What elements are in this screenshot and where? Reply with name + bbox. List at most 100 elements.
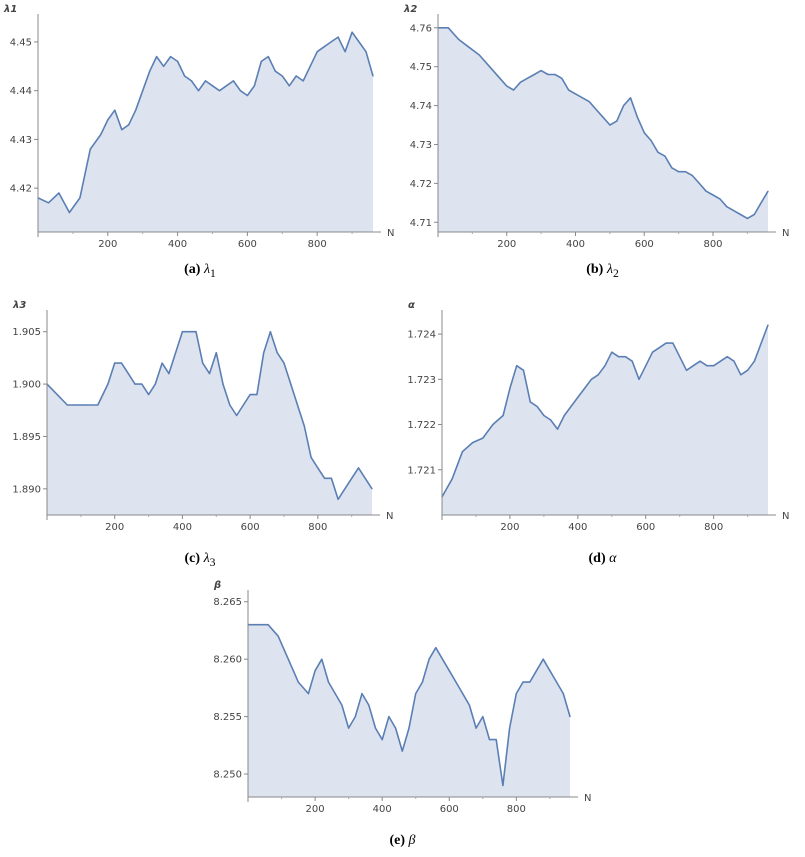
chart-b-data-point <box>650 140 652 142</box>
chart-c-data-point <box>114 362 116 364</box>
chart-b-data-point <box>684 171 687 173</box>
chart-b-data-point <box>513 89 515 91</box>
chart-c-x-tick-label: 600 <box>241 522 260 533</box>
chart-b-data-point <box>458 38 460 41</box>
chart-c-data-point <box>195 331 197 333</box>
chart-d-data-point <box>543 414 545 417</box>
chart-c-data-point <box>222 383 224 385</box>
chart-b-data-point <box>678 171 680 173</box>
chart-c-data-point <box>168 373 170 375</box>
chart-c-data-point <box>303 425 305 427</box>
caption-d-symbol: α <box>609 551 617 566</box>
chart-e-data-point <box>361 693 363 695</box>
chart-d-data-point <box>631 360 633 362</box>
chart-b-data-point <box>643 132 645 134</box>
chart-b-data-point <box>574 93 577 95</box>
chart-a-data-point <box>260 60 262 63</box>
chart-b-x-tick-label: 400 <box>566 239 585 250</box>
chart-c-data-point <box>269 331 271 333</box>
chart-b-data-point <box>609 124 611 126</box>
chart-d-data-point <box>624 356 626 358</box>
chart-b-data-point <box>753 213 755 216</box>
chart-a-x-tick-label: 400 <box>168 239 187 250</box>
chart-a-data-point <box>68 211 70 214</box>
chart-e-data-point <box>314 670 316 672</box>
chart-c-data-point <box>337 498 339 500</box>
chart-e-y-tick-label: 8.265 <box>213 597 242 608</box>
chart-a-data-point <box>135 109 137 111</box>
chart-b-data-point <box>581 97 583 99</box>
chart-e-data-point <box>462 693 464 695</box>
chart-e-data-point <box>542 658 544 660</box>
chart-d-data-point <box>522 369 525 371</box>
chart-c-data-point <box>202 362 204 364</box>
chart-a-data-point <box>142 90 144 92</box>
chart-d-x-tick-label: 600 <box>636 522 655 533</box>
chart-e-data-point <box>556 681 558 683</box>
chart-e-data-point <box>408 727 410 729</box>
chart-c-y-axis-label: λ3 <box>12 300 26 311</box>
chart-e-data-point <box>334 693 336 695</box>
chart-c-data-point <box>56 394 58 396</box>
caption-b-symbol: λ <box>606 262 613 277</box>
chart-d-data-point <box>597 374 599 376</box>
caption-b: (b) λ2 <box>400 262 805 280</box>
chart-e-data-point <box>468 704 470 706</box>
chart-d-data-point <box>733 360 735 362</box>
chart-a-data-point <box>225 85 227 87</box>
chart-b-y-axis-label: λ2 <box>403 4 417 15</box>
chart-b-data-point <box>554 73 556 76</box>
chart-c-x-axis-label: N <box>386 511 393 522</box>
chart-a-data-point <box>114 109 116 111</box>
chart-b-data-point <box>468 46 470 48</box>
chart-d-data-point <box>679 356 681 358</box>
chart-b-data-point <box>726 206 728 208</box>
chart-a-y-tick-label: 4.43 <box>10 135 32 146</box>
chart-e-data-point <box>395 727 397 729</box>
chart-b-y-tick-label: 4.75 <box>410 62 432 73</box>
chart-c-data-point <box>283 362 285 364</box>
chart-a-data-point <box>149 70 151 72</box>
chart-a-data-point <box>372 75 374 77</box>
chart-a-data-point <box>323 46 325 48</box>
chart-c-data-point <box>357 467 360 469</box>
chart-d-data-point <box>584 387 586 389</box>
chart-c-data-point <box>215 352 217 354</box>
chart-d-data-point <box>719 360 722 362</box>
chart-e-data-point <box>488 739 491 741</box>
chart-e-data-point <box>415 693 417 695</box>
chart-c-data-point <box>236 414 238 417</box>
chart-b-area-fill <box>438 27 768 232</box>
chart-c-data-point <box>249 394 251 396</box>
chart-e-data-point <box>381 739 383 741</box>
chart-e-data-point <box>509 727 511 729</box>
chart-d-x-tick-label: 800 <box>704 522 723 533</box>
chart-e-data-point <box>401 750 403 752</box>
chart-panel-b: 200 400 600 800 4.71 4.72 4.73 4.74 4.75 4.76 λ2 N … <box>400 0 805 290</box>
chart-a-data-point <box>351 31 353 33</box>
chart-d-data-point <box>645 365 647 367</box>
chart-e-data-point <box>495 739 497 741</box>
chart-d-x-tick-label: 400 <box>568 522 587 533</box>
caption-b-sub: 2 <box>612 266 619 280</box>
chart-b-x-tick-label: 800 <box>703 239 722 250</box>
chart-c-data-point <box>181 331 183 333</box>
chart-b-data-point <box>671 167 673 169</box>
chart-a-y-tick-label: 4.44 <box>10 86 32 97</box>
chart-c-data-point <box>371 488 373 490</box>
chart-a-data-point <box>288 85 290 87</box>
chart-e-data-point <box>522 681 524 683</box>
chart-c-data-point <box>276 352 278 354</box>
chart-d-data-point <box>529 401 531 403</box>
chart-d-x-axis-label: N <box>782 511 789 522</box>
chart-e-data-point <box>321 658 323 660</box>
chart-e-y-tick-label: 8.260 <box>213 655 242 666</box>
chart-b-data-point <box>719 198 721 200</box>
chart-d-y-tick-label: 1.724 <box>407 330 436 341</box>
chart-e-data-point <box>475 727 477 729</box>
chart-c-data-point <box>296 404 299 406</box>
chart-d-data-point <box>451 478 453 480</box>
chart-b-data-point <box>568 89 570 91</box>
caption-c-symbol: λ <box>203 551 210 566</box>
chart-a-y-tick-label: 4.45 <box>10 37 32 48</box>
